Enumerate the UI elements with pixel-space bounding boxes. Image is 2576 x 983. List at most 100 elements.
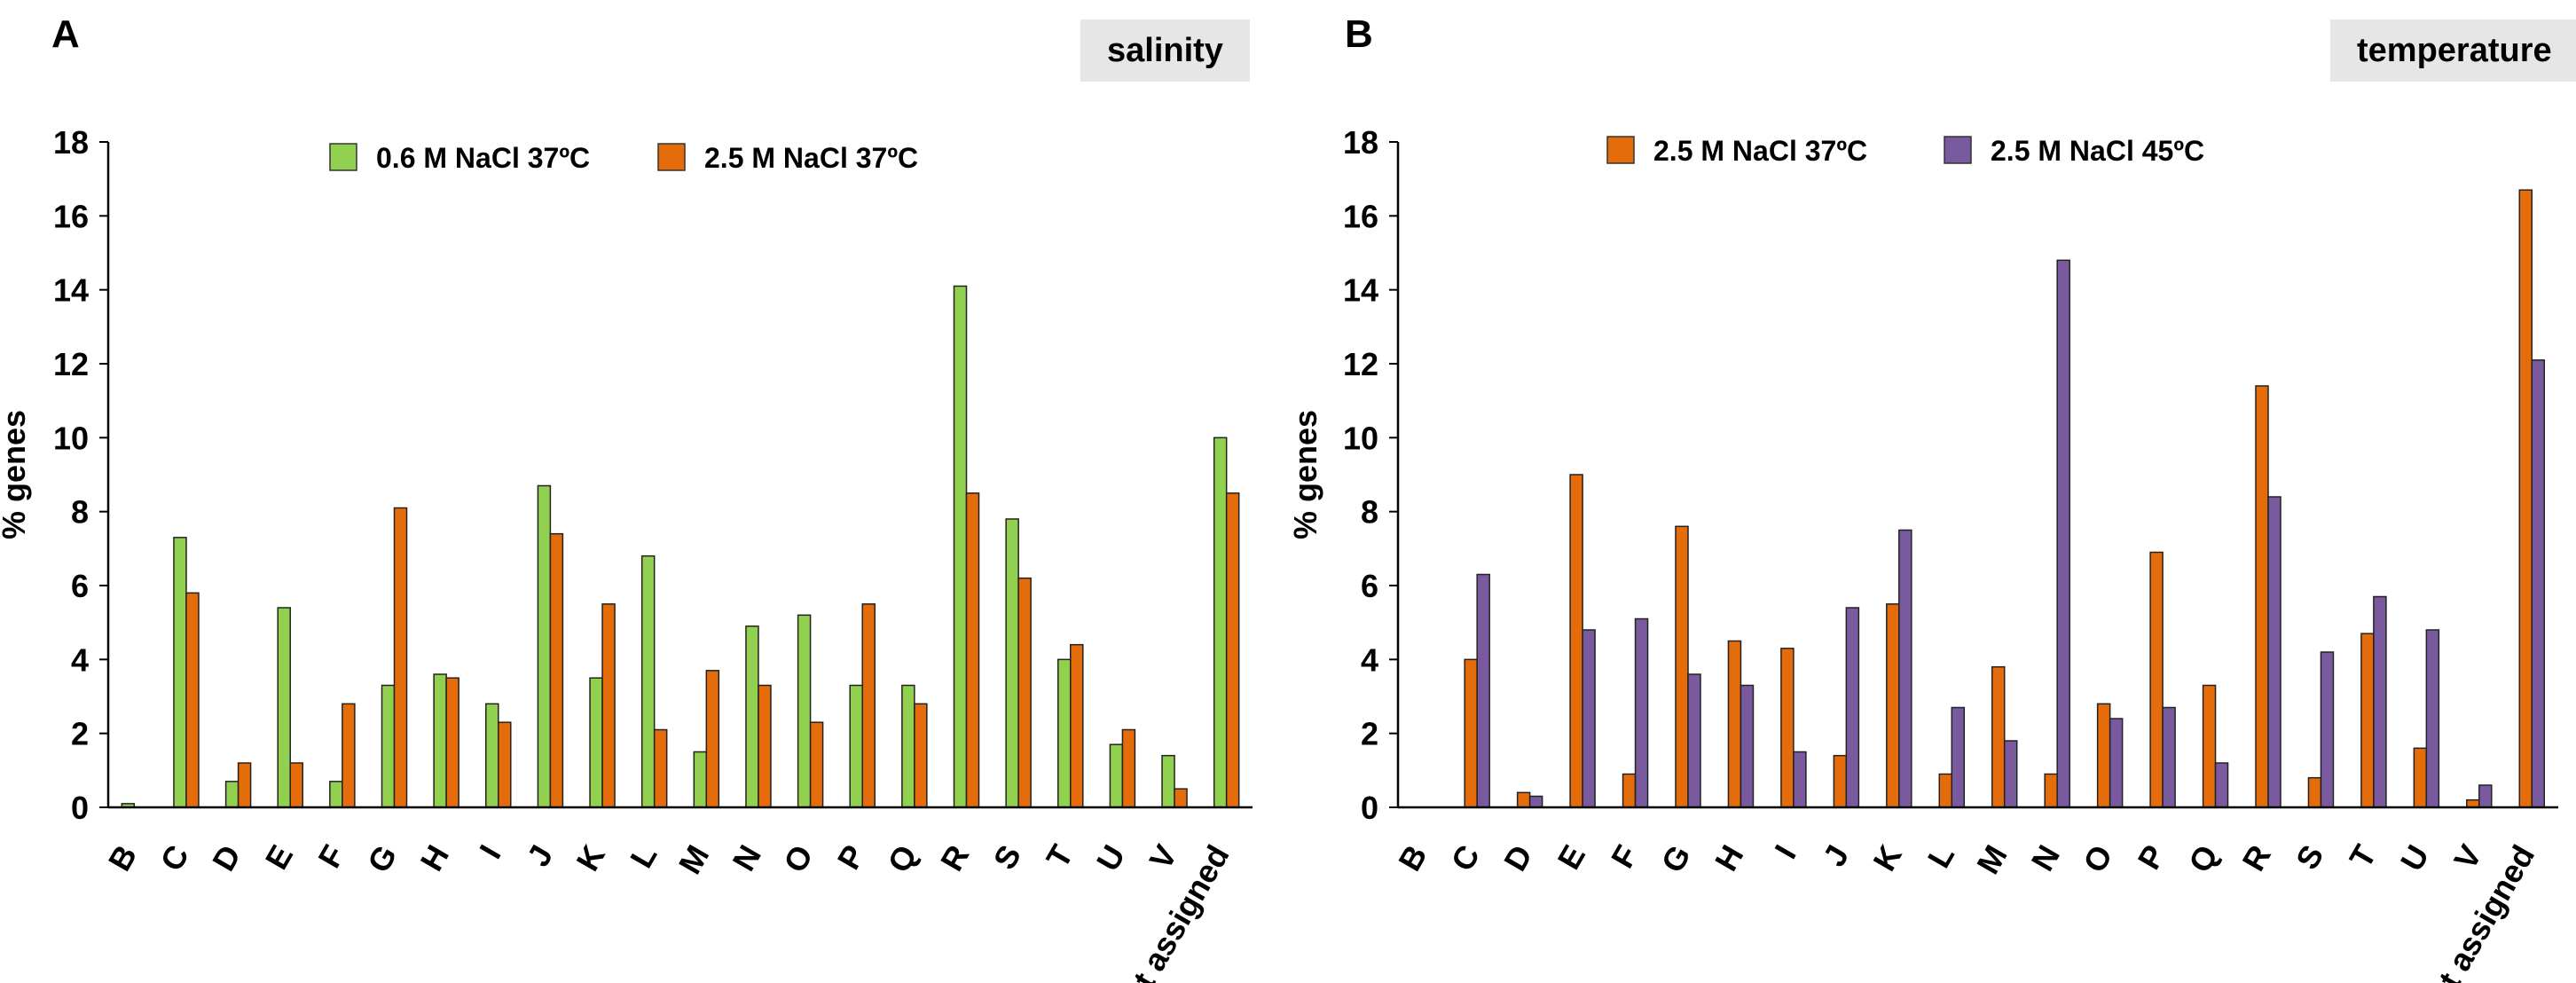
bar-series2 xyxy=(498,721,512,808)
bar-series2 xyxy=(1528,795,1543,808)
bar-series1 xyxy=(953,285,968,808)
bar-series1 xyxy=(224,781,240,808)
x-tick-label: O xyxy=(2076,839,2120,879)
bar-series2 xyxy=(2109,718,2124,808)
bar-series2 xyxy=(1121,728,1136,808)
bar-series2 xyxy=(2214,762,2229,808)
x-tick-label: P xyxy=(830,839,873,876)
x-tick-label: I xyxy=(472,839,508,865)
x-tick-label: K xyxy=(569,839,612,877)
bar-series2 xyxy=(758,684,772,808)
bar-series2 xyxy=(289,762,303,808)
legend-swatch-series1 xyxy=(1606,136,1635,164)
bar-series1 xyxy=(849,684,863,808)
bar-series2 xyxy=(1070,643,1084,808)
bar-series2 xyxy=(1898,529,1912,808)
x-tick-label: H xyxy=(413,839,457,877)
bar-series1 xyxy=(589,677,603,808)
panel-b-letter: B xyxy=(1345,12,1373,56)
x-tick-label: M xyxy=(1969,839,2014,880)
x-tick-label: L xyxy=(623,839,664,875)
bar-series1 xyxy=(1886,603,1900,808)
bar-series2 xyxy=(2478,784,2493,808)
x-tick-label: E xyxy=(1551,839,1593,876)
x-tick-label: N xyxy=(2024,839,2068,877)
y-tick-label: 12 xyxy=(1343,346,1378,382)
legend-swatch-series1 xyxy=(329,143,357,171)
x-tick-label: S xyxy=(986,839,1029,876)
bar-series1 xyxy=(2044,773,2058,808)
bar-series2 xyxy=(185,592,200,808)
y-tick-label: 16 xyxy=(1343,198,1378,234)
chart-temperature: % genes 0 2 4 6 8 10 12 14 16 18 B C D E F G H I J K L M N O P Q R S… xyxy=(1287,124,2558,983)
x-tick-label: N xyxy=(725,839,768,877)
y-tick-label: 0 xyxy=(1361,790,1378,826)
x-tick-label: T xyxy=(2342,839,2384,875)
bar-series2 xyxy=(393,507,408,808)
bar-series1 xyxy=(2096,703,2111,808)
bar-series1 xyxy=(1057,658,1072,808)
panel-a-tag: salinity xyxy=(1080,20,1250,82)
x-tick-label: R xyxy=(2234,839,2278,877)
x-tick-label: M xyxy=(671,839,717,880)
bar-series1 xyxy=(1833,754,1848,808)
bar-series1 xyxy=(745,625,759,808)
y-tick-label: 0 xyxy=(71,790,89,826)
bar-series1 xyxy=(901,684,915,808)
bar-series1 xyxy=(2255,385,2269,808)
y-axis-label: % genes xyxy=(0,410,32,539)
legend-label-series2: 2.5 M NaCl 45ºC xyxy=(1991,135,2204,167)
y-tick-label: 12 xyxy=(53,346,89,382)
x-tick-label: V xyxy=(2446,839,2489,876)
bar-series2 xyxy=(1017,577,1032,808)
bar-series2 xyxy=(1225,492,1240,808)
x-tick-label: B xyxy=(101,839,145,877)
bar-series1 xyxy=(1569,474,1583,808)
y-tick-label: 6 xyxy=(71,568,89,604)
y-tick-label: 16 xyxy=(53,198,89,234)
x-tick-label: P xyxy=(2131,839,2173,876)
x-tick-label: G xyxy=(1653,839,1698,879)
y-tick-label: 10 xyxy=(53,420,89,456)
bar-series2 xyxy=(2056,259,2070,808)
x-tick-label: K xyxy=(1865,839,1909,877)
bar-series1 xyxy=(485,703,499,808)
x-tick-label: O xyxy=(776,839,821,879)
y-tick-label: 18 xyxy=(1343,124,1378,161)
legend-label-series2: 2.5 M NaCl 37ºC xyxy=(704,142,918,174)
y-tick-label: 14 xyxy=(53,272,89,309)
x-tick-label: F xyxy=(1604,839,1645,875)
panel-b-tag: temperature xyxy=(2330,20,2576,82)
bar-series1 xyxy=(797,614,812,808)
bar-series2 xyxy=(2373,595,2387,808)
y-tick-label: 8 xyxy=(71,494,89,531)
bar-series2 xyxy=(2320,651,2335,808)
x-tick-label: E xyxy=(258,839,301,876)
x-tick-label: T xyxy=(1039,839,1080,875)
bar-series1 xyxy=(2149,551,2164,808)
bar-series1 xyxy=(1622,773,1637,808)
panel-b: B temperature % genes 0 2 4 6 8 10 12 14 16 18 B C D E… xyxy=(1287,0,2576,983)
bar-series2 xyxy=(445,677,459,808)
bar-series2 xyxy=(1687,673,1701,808)
bar-series1 xyxy=(2518,189,2533,808)
x-tick-label: I xyxy=(1767,839,1803,865)
bar-series1 xyxy=(1938,773,1953,808)
bar-series2 xyxy=(2425,629,2440,808)
x-tick-label: D xyxy=(1496,839,1540,877)
bar-series1 xyxy=(1516,791,1531,808)
x-tick-label: D xyxy=(205,839,248,877)
bar-series1 xyxy=(2360,633,2375,808)
bar-series2 xyxy=(914,703,928,808)
x-tick-label: B xyxy=(1391,839,1434,877)
bar-series1 xyxy=(640,554,656,808)
bar-series2 xyxy=(653,728,668,808)
bar-series2 xyxy=(1740,684,1755,808)
bar-series2 xyxy=(1793,751,1807,808)
bar-series2 xyxy=(809,721,824,808)
x-tick-label: G xyxy=(360,839,404,879)
y-tick-label: 6 xyxy=(1361,568,1378,604)
x-tick-label: V xyxy=(1142,839,1184,876)
panel-a-letter: A xyxy=(51,12,80,56)
bar-series2 xyxy=(549,532,564,808)
